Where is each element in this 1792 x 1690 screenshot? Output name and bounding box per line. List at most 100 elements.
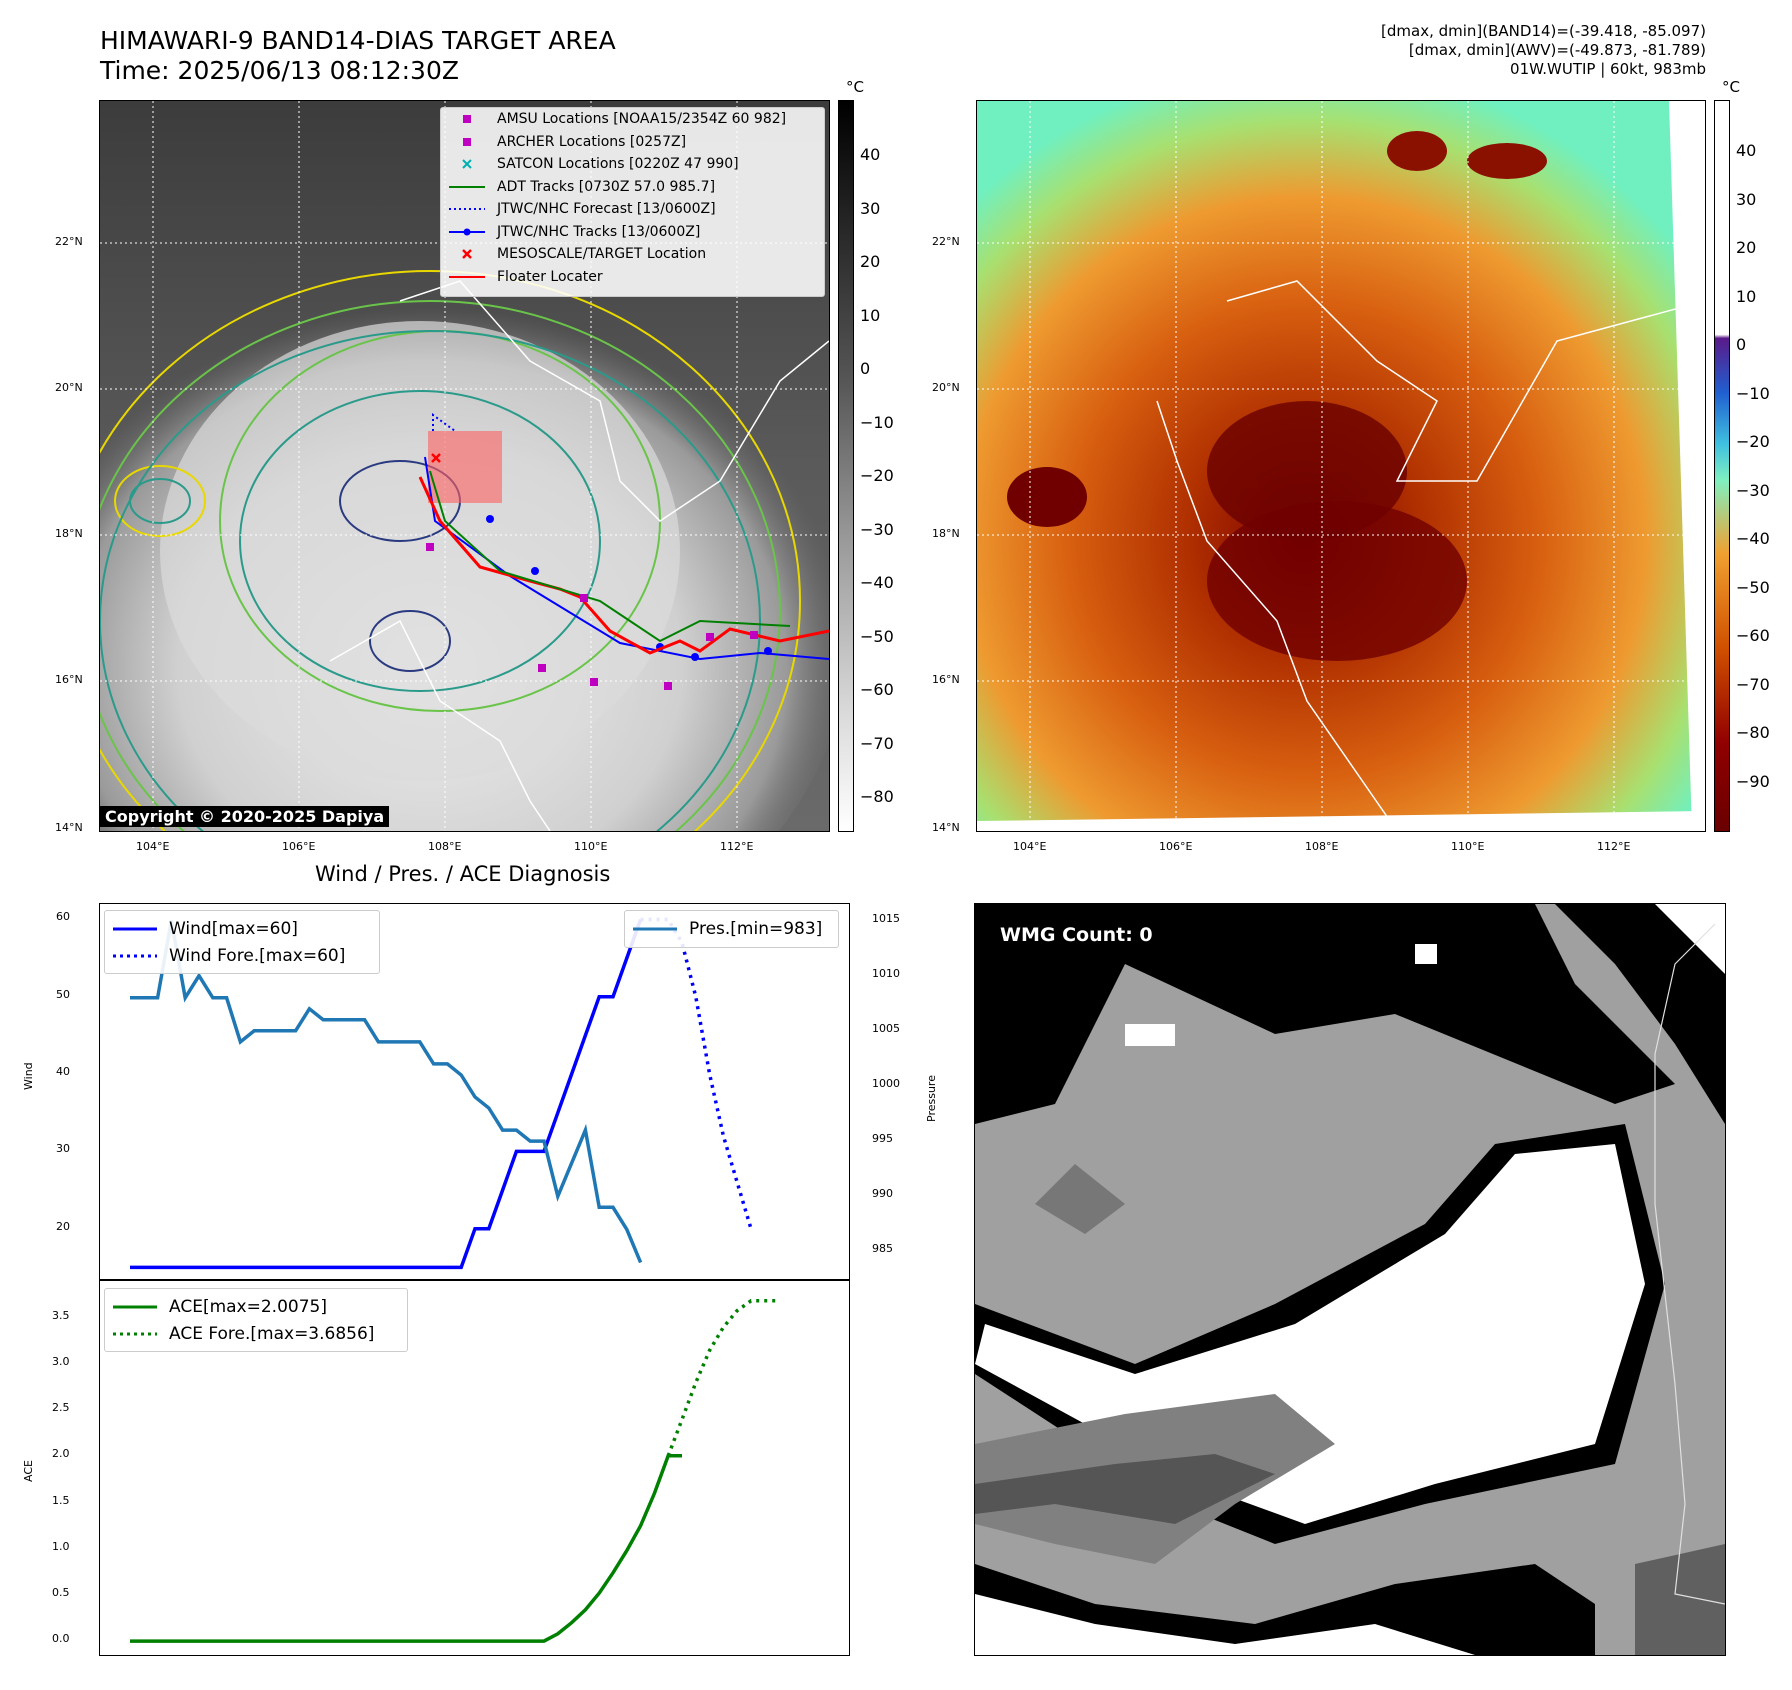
- colorbar-tick-label: 0: [1736, 335, 1747, 354]
- ace-tick-label: 3.0: [52, 1355, 70, 1369]
- legend-item-satcon: SATCON Locations [0220Z 47 990]: [441, 153, 824, 176]
- wind-legend: Wind[max=60] Wind Fore.[max=60]: [104, 910, 380, 974]
- pressure-tick-label: 990: [872, 1187, 893, 1201]
- colorbar-tick-label: 40: [1736, 141, 1757, 160]
- wind-tick-label: 60: [56, 910, 70, 924]
- series-line-0: [130, 918, 643, 1270]
- lon-tick-label: 104°E: [136, 840, 170, 853]
- pressure-tick-label: 1005: [872, 1021, 900, 1035]
- amsu-markers: [426, 543, 758, 690]
- ace-plot: [130, 1299, 779, 1643]
- wv-map-gridlines: [977, 101, 1705, 831]
- pressure-tick-label: 995: [872, 1132, 893, 1146]
- colorbar-tick-label: 30: [860, 198, 881, 218]
- colorbar-tick-label: −60: [860, 680, 894, 699]
- legend-item-amsu: AMSU Locations [NOAA15/2354Z 60 982]: [441, 108, 824, 131]
- target-marker: [431, 453, 441, 463]
- pressure-tick-label: 985: [872, 1242, 893, 1256]
- lon-tick-label: 106°E: [282, 840, 316, 853]
- legend-item-ace: ACE[max=2.0075]: [105, 1293, 407, 1320]
- legend-item-floater: Floater Locater: [441, 266, 824, 289]
- wmg-panel: [974, 903, 1726, 1656]
- left-colorbar-unit: °C: [846, 78, 864, 96]
- copyright-label: Copyright © 2020-2025 Dapiya: [100, 806, 390, 827]
- wv-map-panel: [976, 100, 1706, 832]
- lon-tick-label: 112°E: [720, 840, 754, 853]
- ace-tick-label: 0.0: [52, 1632, 70, 1646]
- pressure-axis-label: Pressure: [925, 1075, 938, 1122]
- legend-line-icon: [113, 920, 157, 938]
- legend-dotted-line-icon: [449, 200, 485, 218]
- legend-dotted-line-icon: [113, 1325, 157, 1343]
- colorbar-tick-label: −10: [860, 412, 894, 432]
- map-legend: AMSU Locations [NOAA15/2354Z 60 982] ARC…: [440, 107, 825, 297]
- colorbar-tick-label: 40: [860, 145, 881, 164]
- ace-tick-label: 2.5: [52, 1401, 70, 1415]
- lon-tick-label: 106°E: [1159, 840, 1193, 853]
- legend-x-icon: [449, 155, 485, 173]
- jtwc-track: [424, 456, 829, 661]
- diagnosis-title: Wind / Pres. / ACE Diagnosis: [315, 862, 611, 886]
- wind-tick-label: 30: [56, 1142, 70, 1156]
- ace-tick-label: 1.0: [52, 1539, 70, 1553]
- legend-x-icon: [449, 245, 485, 263]
- legend-item-ace-forecast: ACE Fore.[max=3.6856]: [105, 1320, 407, 1347]
- lon-tick-label: 104°E: [1013, 840, 1047, 853]
- info-line-2: [dmax, dmin](AWV)=(-49.873, -81.789): [1408, 41, 1706, 59]
- ace-series-line-1: [666, 1299, 779, 1457]
- floater-box: [428, 431, 502, 503]
- colorbar-tick-label: −10: [1736, 383, 1770, 403]
- pressure-legend: Pres.[min=983]: [624, 910, 839, 948]
- legend-item-adt: ADT Tracks [0730Z 57.0 985.7]: [441, 176, 824, 199]
- colorbar-tick-label: −50: [1736, 577, 1770, 597]
- legend-item-jtwc-tracks: JTWC/NHC Tracks [13/0600Z]: [441, 221, 824, 244]
- wv-map-svg: [977, 101, 1705, 831]
- info-block: [dmax, dmin](BAND14)=(-39.418, -85.097) …: [1381, 22, 1706, 79]
- legend-line-icon: [449, 178, 485, 196]
- adt-track: [429, 470, 791, 643]
- colorbar-tick-label: −40: [1736, 529, 1770, 548]
- pressure-tick-label: 1000: [872, 1076, 900, 1090]
- legend-square-icon: [449, 110, 485, 128]
- colorbar-tick-label: −70: [860, 733, 894, 753]
- colorbar-tick-label: −80: [1736, 723, 1770, 742]
- colorbar-tick-label: −20: [860, 466, 894, 485]
- legend-item-archer: ARCHER Locations [0257Z]: [441, 131, 824, 154]
- wind-tick-label: 40: [56, 1065, 70, 1079]
- lon-tick-label: 108°E: [1305, 840, 1339, 853]
- legend-item-wind-forecast: Wind Fore.[max=60]: [105, 942, 379, 969]
- legend-line-icon: [449, 268, 485, 286]
- wind-tick-label: 20: [56, 1219, 70, 1233]
- lat-tick-label: 16°N: [932, 673, 960, 686]
- ace-tick-label: 0.5: [52, 1585, 70, 1599]
- wind-tick-label: 50: [56, 987, 70, 1001]
- colorbar-tick-label: −40: [860, 573, 894, 592]
- colorbar-tick-label: 10: [1736, 286, 1757, 306]
- ace-axis-label: ACE: [22, 1460, 35, 1482]
- lat-tick-label: 14°N: [932, 821, 960, 834]
- colorbar-tick-label: −90: [1736, 771, 1770, 791]
- legend-dotted-line-icon: [113, 947, 157, 965]
- wmg-image: [975, 904, 1725, 1655]
- legend-item-pressure: Pres.[min=983]: [625, 915, 838, 942]
- colorbar-tick-label: −80: [860, 787, 894, 806]
- left-colorbar: [838, 100, 854, 832]
- ace-tick-label: 1.5: [52, 1493, 70, 1507]
- info-line-1: [dmax, dmin](BAND14)=(-39.418, -85.097): [1381, 22, 1706, 40]
- wmg-count-label: WMG Count: 0: [996, 922, 1157, 948]
- pressure-tick-label: 1015: [872, 911, 900, 925]
- legend-item-jtwc-forecast: JTWC/NHC Forecast [13/0600Z]: [441, 198, 824, 221]
- right-colorbar: [1714, 100, 1730, 832]
- colorbar-tick-label: 30: [1736, 189, 1757, 209]
- lat-tick-label: 18°N: [55, 527, 83, 540]
- colorbar-tick-label: −60: [1736, 626, 1770, 645]
- lat-tick-label: 20°N: [55, 381, 83, 394]
- wind-axis-label: Wind: [22, 1062, 35, 1090]
- ace-series-line-0: [130, 1454, 682, 1643]
- lon-tick-label: 112°E: [1597, 840, 1631, 853]
- lat-tick-label: 18°N: [932, 527, 960, 540]
- legend-line-dot-icon: [449, 223, 485, 241]
- title-line-2: Time: 2025/06/13 08:12:30Z: [100, 56, 459, 85]
- lat-tick-label: 22°N: [55, 235, 83, 248]
- ace-tick-label: 2.0: [52, 1447, 70, 1461]
